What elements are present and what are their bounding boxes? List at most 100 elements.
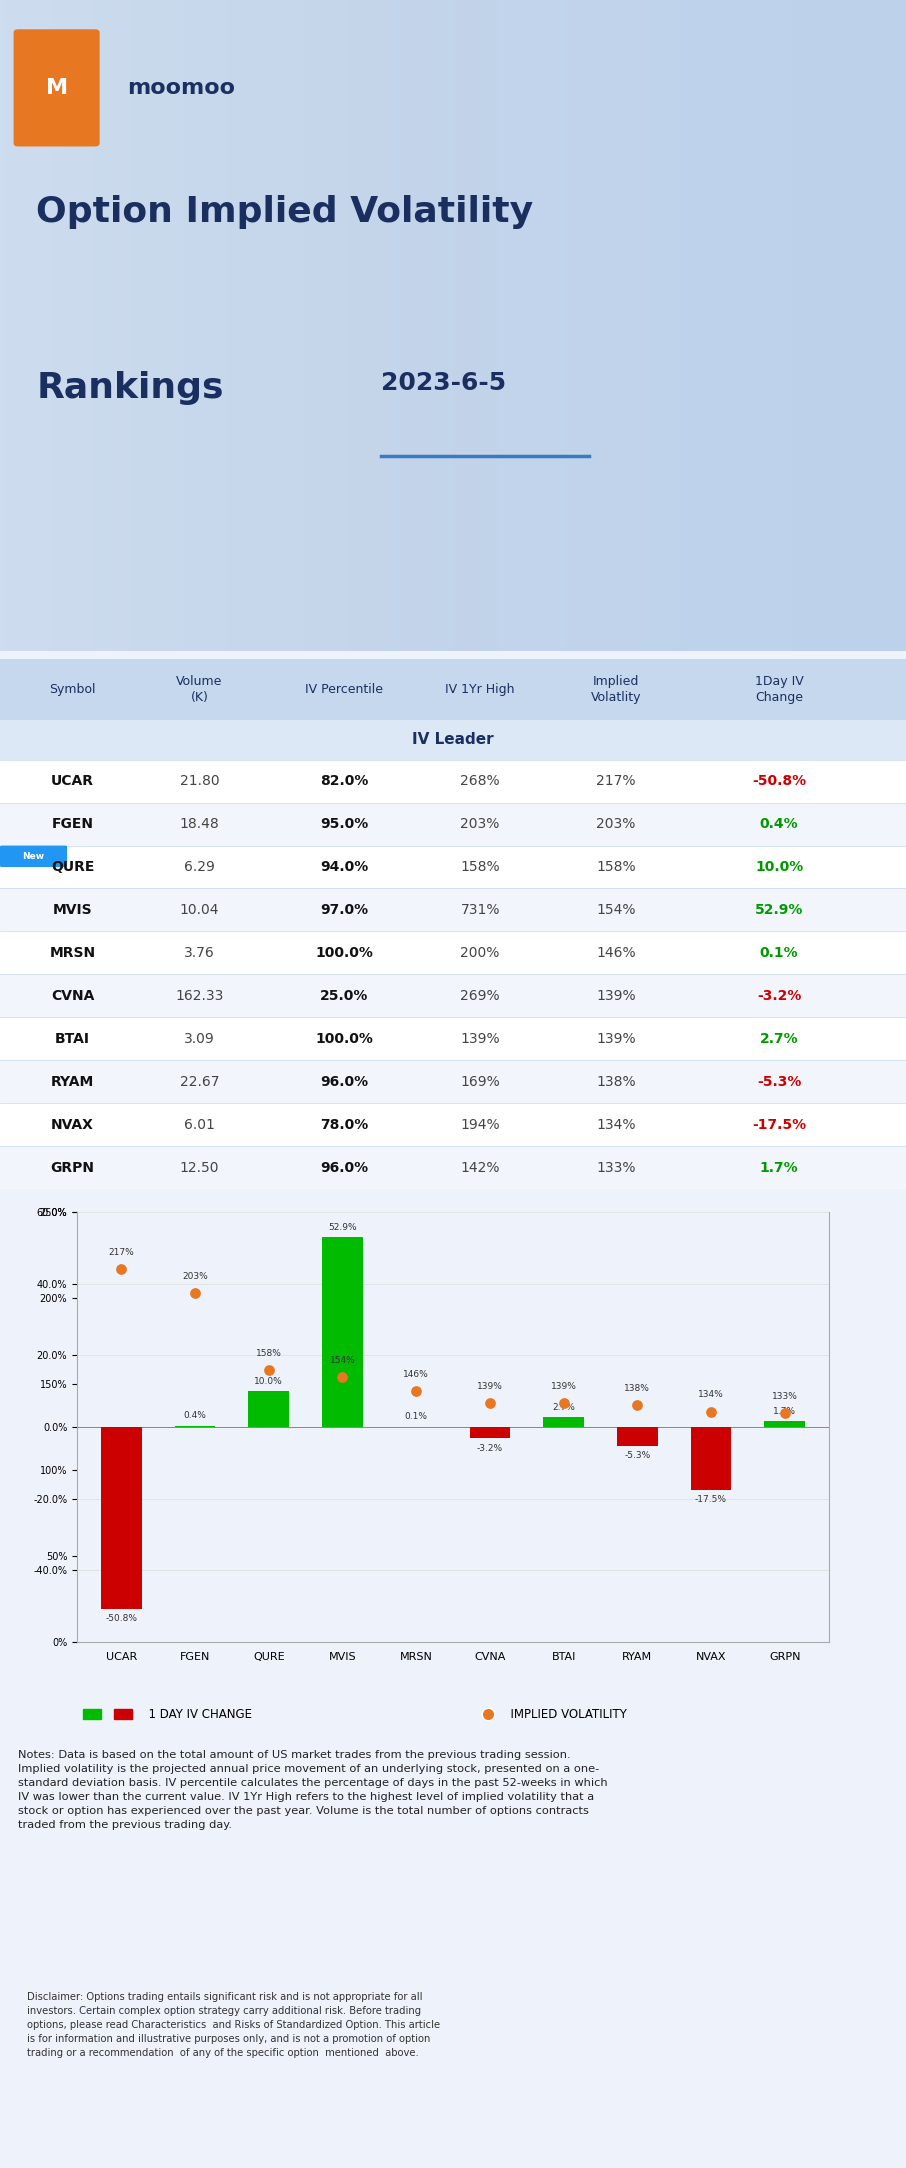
Text: 0.1%: 0.1% bbox=[405, 1411, 428, 1422]
Text: 134%: 134% bbox=[596, 1119, 636, 1132]
Text: IV Leader: IV Leader bbox=[412, 733, 494, 748]
Bar bbox=[0, 889, 906, 932]
Text: 97.0%: 97.0% bbox=[320, 902, 369, 917]
Text: 154%: 154% bbox=[596, 902, 636, 917]
Bar bbox=[0, 802, 906, 846]
Text: 142%: 142% bbox=[460, 1160, 500, 1175]
Text: Implied
Volatlity: Implied Volatlity bbox=[591, 674, 641, 705]
Bar bbox=[498, 0, 906, 650]
Text: QURE: QURE bbox=[51, 861, 94, 874]
Text: -5.3%: -5.3% bbox=[757, 1075, 801, 1088]
Text: BTAI: BTAI bbox=[55, 1032, 90, 1045]
Text: 203%: 203% bbox=[596, 817, 636, 830]
Text: 12.50: 12.50 bbox=[179, 1160, 219, 1175]
Text: 154%: 154% bbox=[330, 1355, 355, 1366]
Point bbox=[335, 1359, 350, 1394]
Text: -17.5%: -17.5% bbox=[695, 1496, 727, 1505]
Point bbox=[556, 1385, 571, 1420]
Text: 139%: 139% bbox=[477, 1381, 503, 1392]
Point bbox=[409, 1375, 423, 1409]
Bar bbox=[0, 659, 906, 720]
Text: Option Implied Volatility: Option Implied Volatility bbox=[36, 195, 534, 230]
Text: 133%: 133% bbox=[772, 1392, 797, 1401]
Text: Rankings: Rankings bbox=[36, 371, 224, 405]
Text: GRPN: GRPN bbox=[51, 1160, 94, 1175]
Text: 96.0%: 96.0% bbox=[320, 1075, 369, 1088]
Text: 96.0%: 96.0% bbox=[320, 1160, 369, 1175]
Text: -17.5%: -17.5% bbox=[752, 1119, 806, 1132]
Text: -5.3%: -5.3% bbox=[624, 1450, 651, 1461]
Text: 139%: 139% bbox=[551, 1381, 576, 1392]
Text: 203%: 203% bbox=[460, 817, 500, 830]
Text: 1.7%: 1.7% bbox=[760, 1160, 798, 1175]
Text: -3.2%: -3.2% bbox=[477, 1444, 503, 1453]
Bar bbox=[101, 1427, 141, 1609]
Text: NVAX: NVAX bbox=[51, 1119, 94, 1132]
Text: 139%: 139% bbox=[596, 989, 636, 1004]
Text: 1.7%: 1.7% bbox=[773, 1407, 796, 1416]
Point bbox=[114, 1251, 129, 1286]
Text: IV Percentile: IV Percentile bbox=[305, 683, 383, 696]
Bar bbox=[248, 1392, 289, 1427]
Text: 78.0%: 78.0% bbox=[320, 1119, 369, 1132]
Text: 158%: 158% bbox=[460, 861, 500, 874]
Text: MVIS: MVIS bbox=[53, 902, 92, 917]
Text: MRSN: MRSN bbox=[50, 945, 95, 960]
Text: 1Day IV
Change: 1Day IV Change bbox=[755, 674, 804, 705]
Text: 146%: 146% bbox=[403, 1370, 429, 1379]
Text: CVNA: CVNA bbox=[51, 989, 94, 1004]
Text: RYAM: RYAM bbox=[51, 1075, 94, 1088]
Text: 139%: 139% bbox=[460, 1032, 500, 1045]
Text: 100.0%: 100.0% bbox=[315, 945, 373, 960]
Text: UCAR: UCAR bbox=[51, 774, 94, 789]
Point bbox=[704, 1394, 718, 1429]
Point bbox=[777, 1396, 792, 1431]
Point bbox=[630, 1388, 644, 1422]
Text: 52.9%: 52.9% bbox=[328, 1223, 357, 1231]
Bar bbox=[0, 1104, 906, 1147]
Text: 200%: 200% bbox=[460, 945, 500, 960]
Text: 6.01: 6.01 bbox=[184, 1119, 215, 1132]
Text: Notes: Data is based on the total amount of US market trades from the previous t: Notes: Data is based on the total amount… bbox=[18, 1750, 608, 1830]
Text: 138%: 138% bbox=[596, 1075, 636, 1088]
Text: Symbol: Symbol bbox=[49, 683, 96, 696]
Bar bbox=[617, 1427, 658, 1446]
Text: 0.4%: 0.4% bbox=[760, 817, 798, 830]
Bar bbox=[690, 1427, 731, 1489]
Text: 2023-6-5: 2023-6-5 bbox=[381, 371, 506, 395]
Text: 10.04: 10.04 bbox=[179, 902, 219, 917]
Text: 139%: 139% bbox=[596, 1032, 636, 1045]
Text: 52.9%: 52.9% bbox=[755, 902, 804, 917]
Text: 0.4%: 0.4% bbox=[184, 1411, 207, 1420]
Text: 158%: 158% bbox=[596, 861, 636, 874]
Text: 217%: 217% bbox=[596, 774, 636, 789]
Bar bbox=[0, 759, 906, 802]
Text: 138%: 138% bbox=[624, 1383, 651, 1392]
Bar bbox=[0, 973, 906, 1017]
Text: 6.29: 6.29 bbox=[184, 861, 215, 874]
Text: 217%: 217% bbox=[109, 1249, 134, 1257]
Text: 10.0%: 10.0% bbox=[255, 1377, 283, 1385]
Text: 95.0%: 95.0% bbox=[320, 817, 369, 830]
Point bbox=[188, 1275, 202, 1309]
Text: -3.2%: -3.2% bbox=[757, 989, 801, 1004]
Bar bbox=[0, 1147, 906, 1188]
Text: moomoo: moomoo bbox=[127, 78, 235, 98]
Text: -50.8%: -50.8% bbox=[752, 774, 806, 789]
Text: 731%: 731% bbox=[460, 902, 500, 917]
Text: 268%: 268% bbox=[460, 774, 500, 789]
Text: 2.7%: 2.7% bbox=[760, 1032, 798, 1045]
Text: 3.76: 3.76 bbox=[184, 945, 215, 960]
Bar bbox=[544, 1418, 583, 1427]
FancyBboxPatch shape bbox=[14, 30, 100, 147]
Text: 269%: 269% bbox=[460, 989, 500, 1004]
Text: FGEN: FGEN bbox=[52, 817, 93, 830]
Bar bbox=[0, 1017, 906, 1060]
Text: 134%: 134% bbox=[699, 1390, 724, 1401]
Text: 18.48: 18.48 bbox=[179, 817, 219, 830]
Text: 21.80: 21.80 bbox=[179, 774, 219, 789]
Bar bbox=[323, 1238, 362, 1427]
Text: 169%: 169% bbox=[460, 1075, 500, 1088]
Text: 194%: 194% bbox=[460, 1119, 500, 1132]
Text: -50.8%: -50.8% bbox=[105, 1615, 137, 1624]
